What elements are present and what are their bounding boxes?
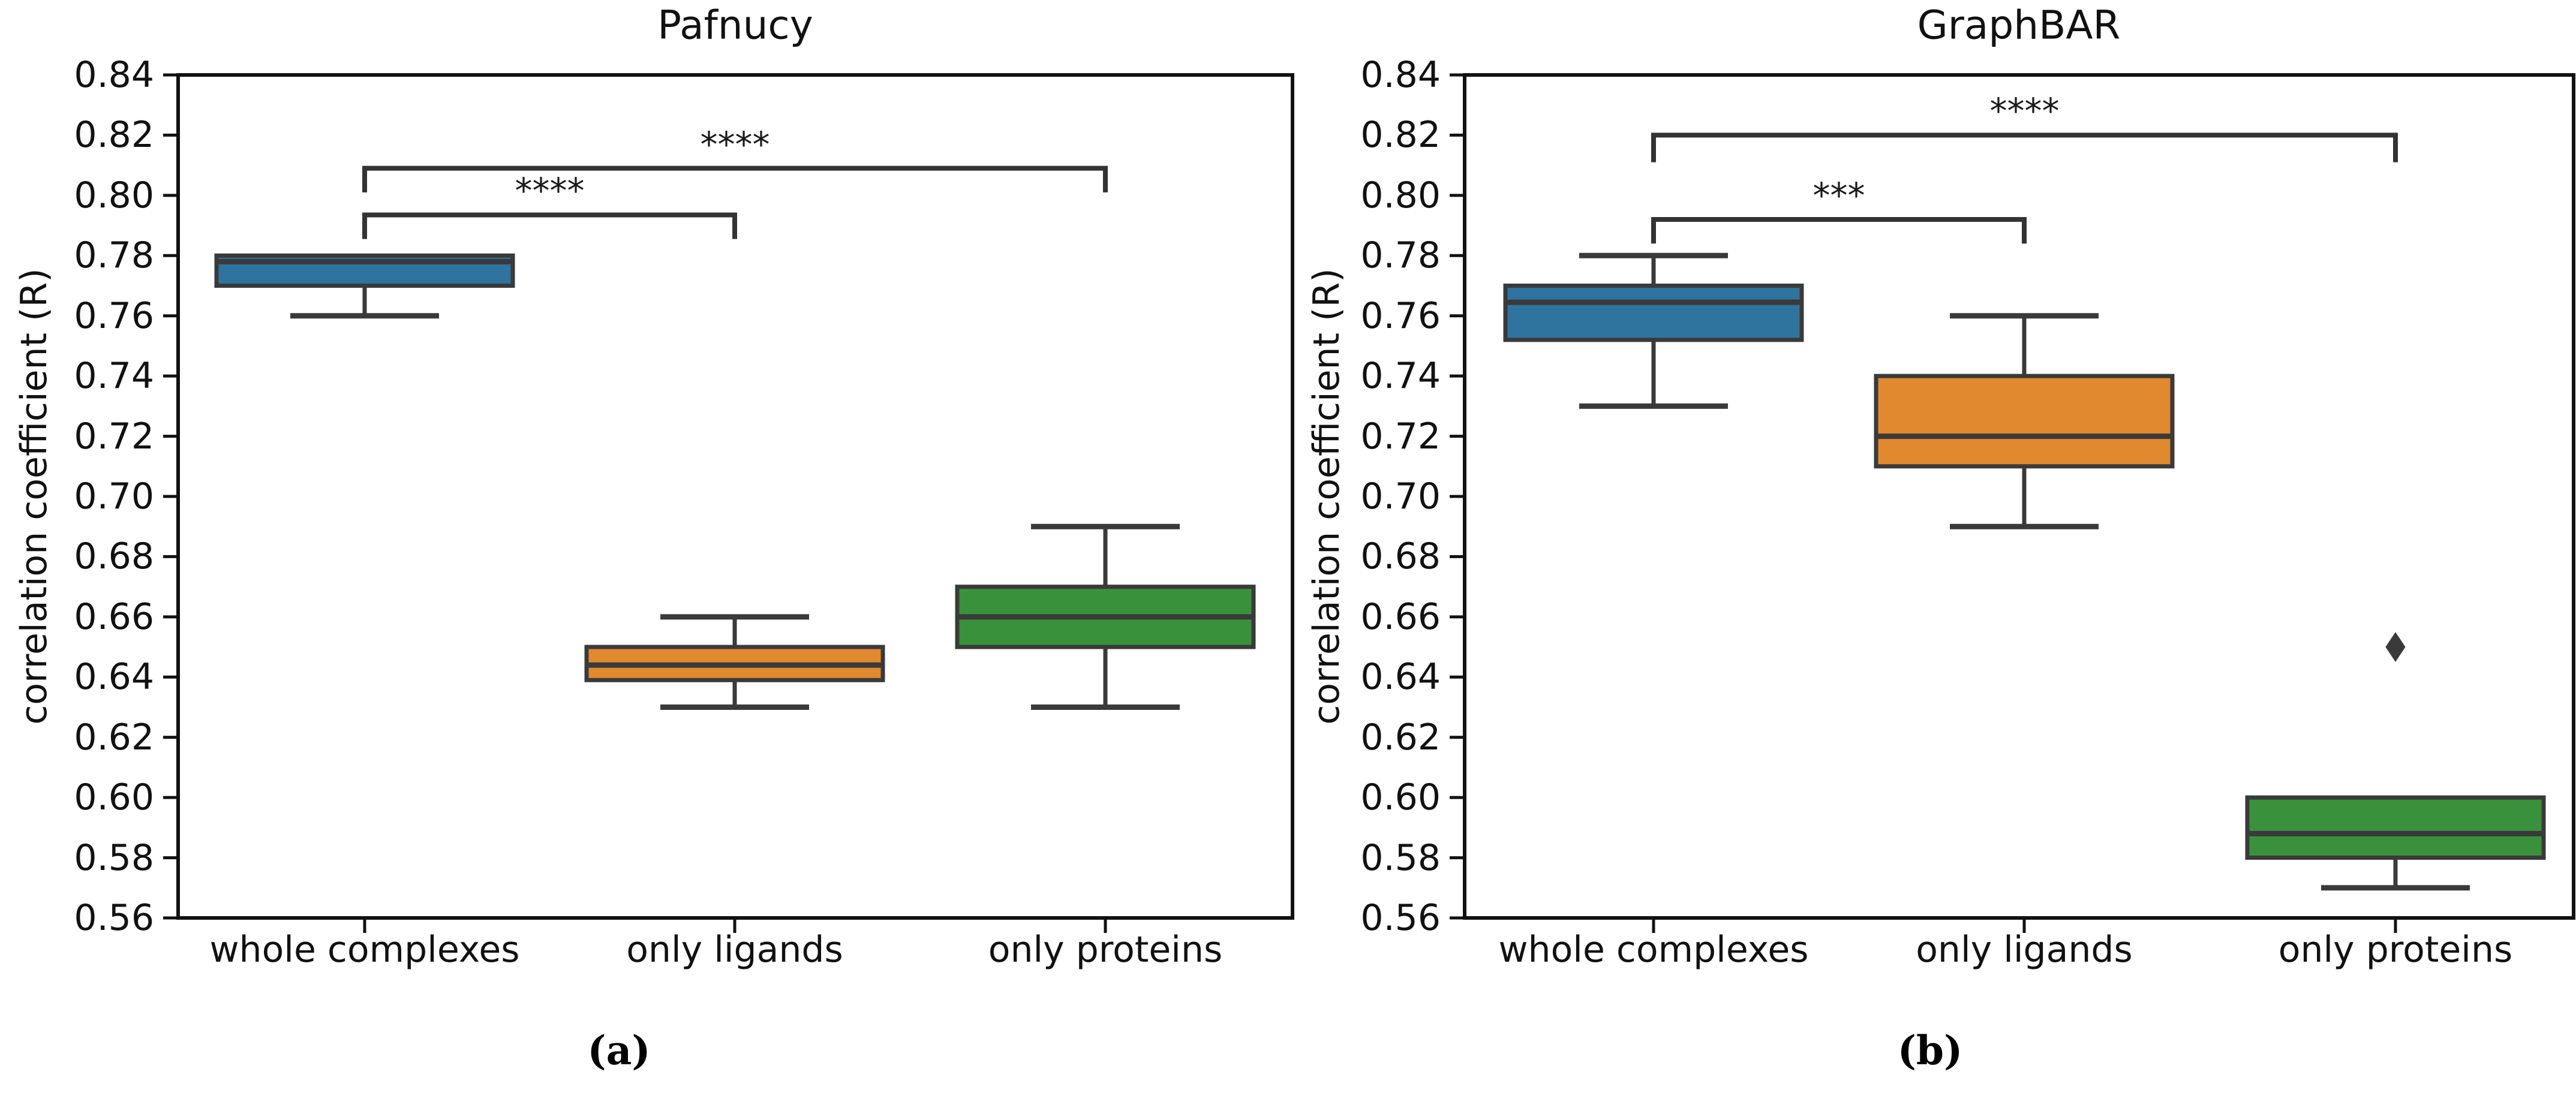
- panel-0-xtick-label-2: only proteins: [988, 929, 1223, 971]
- panel-0-ytick-label: 0.84: [74, 54, 154, 96]
- panel-0-ytick-label: 0.66: [74, 595, 154, 638]
- panel-0-spines: [176, 73, 1294, 920]
- panel-1-significance-label-1: ****: [1989, 91, 2060, 132]
- panel-1-xtick-label-2: only proteins: [2278, 929, 2513, 971]
- panel-1-ytick-label: 0.84: [1360, 54, 1441, 96]
- box-only-ligands: [1874, 374, 2175, 469]
- panel-0-significance-label-0: ****: [515, 170, 585, 212]
- panel-0-significance-bracket-0: [362, 212, 737, 239]
- panel-1-ytick-label: 0.70: [1360, 475, 1441, 517]
- panel-0-significance-bracket-1: [362, 165, 1108, 192]
- panel-1-xtick-label-0: whole complexes: [1498, 929, 1809, 971]
- panel-0-ytick-label: 0.68: [74, 535, 154, 578]
- panel-0-ytick-label: 0.64: [74, 656, 154, 698]
- panel-1-ytick-label: 0.74: [1360, 355, 1441, 398]
- panel-1-ytick-label: 0.58: [1360, 836, 1441, 879]
- panel-b-caption: (b): [1897, 1027, 1963, 1074]
- panel-a-title: Pafnucy: [657, 2, 813, 49]
- panel-0-ytick-label: 0.82: [74, 114, 154, 156]
- panel-1-ytick-label: 0.56: [1360, 897, 1441, 939]
- panel-1-ytick-label: 0.72: [1360, 415, 1441, 457]
- panel-0-ytick-label: 0.80: [74, 174, 154, 216]
- panel-1-ytick-label: 0.78: [1360, 234, 1441, 277]
- box-whole-complexes: [1503, 284, 1804, 342]
- panel-0-ytick-label: 0.58: [74, 836, 154, 879]
- panel-1-significance-bracket-1: [1651, 133, 2398, 162]
- panel-1-xtick-label-1: only ligands: [1916, 929, 2133, 971]
- panel-1-significance-bracket-0: [1651, 217, 2027, 244]
- panel-0-ytick-label: 0.72: [74, 415, 154, 457]
- panel-0-ytick-label: 0.78: [74, 234, 154, 277]
- panel-0-ytick-label: 0.74: [74, 355, 154, 398]
- panel-0-xtick-label-1: only ligands: [626, 929, 843, 971]
- panel-1-ytick-label: 0.76: [1360, 294, 1441, 337]
- panel-0-ytick-label: 0.62: [74, 716, 154, 758]
- panel-1-ytick-label: 0.62: [1360, 716, 1441, 758]
- panel-a-caption: (a): [587, 1027, 651, 1074]
- panel-0-ytick-label: 0.56: [74, 897, 154, 939]
- panel-1-ytick-label: 0.64: [1360, 656, 1441, 698]
- panel-1-ytick-label: 0.66: [1360, 595, 1441, 638]
- panel-1-ytick-label: 0.60: [1360, 776, 1441, 819]
- outlier-diamond: [2385, 632, 2406, 662]
- panel-1-spines: [1463, 73, 2575, 920]
- panel-0-significance-label-1: ****: [700, 124, 770, 165]
- panel-1-ytick-label: 0.80: [1360, 174, 1441, 216]
- panel-0-ytick-label: 0.60: [74, 776, 154, 819]
- panel-0-xtick-label-0: whole complexes: [209, 929, 520, 971]
- panel-1-ytick-label: 0.68: [1360, 535, 1441, 578]
- panel-b-title: GraphBAR: [1917, 2, 2121, 49]
- panel-0-ytick-label: 0.70: [74, 475, 154, 517]
- panel-1-ytick-label: 0.82: [1360, 114, 1441, 156]
- panel-0-ytick-label: 0.76: [74, 294, 154, 337]
- panel-1-significance-label-0: ***: [1812, 175, 1865, 216]
- box-only-proteins: [2245, 795, 2546, 860]
